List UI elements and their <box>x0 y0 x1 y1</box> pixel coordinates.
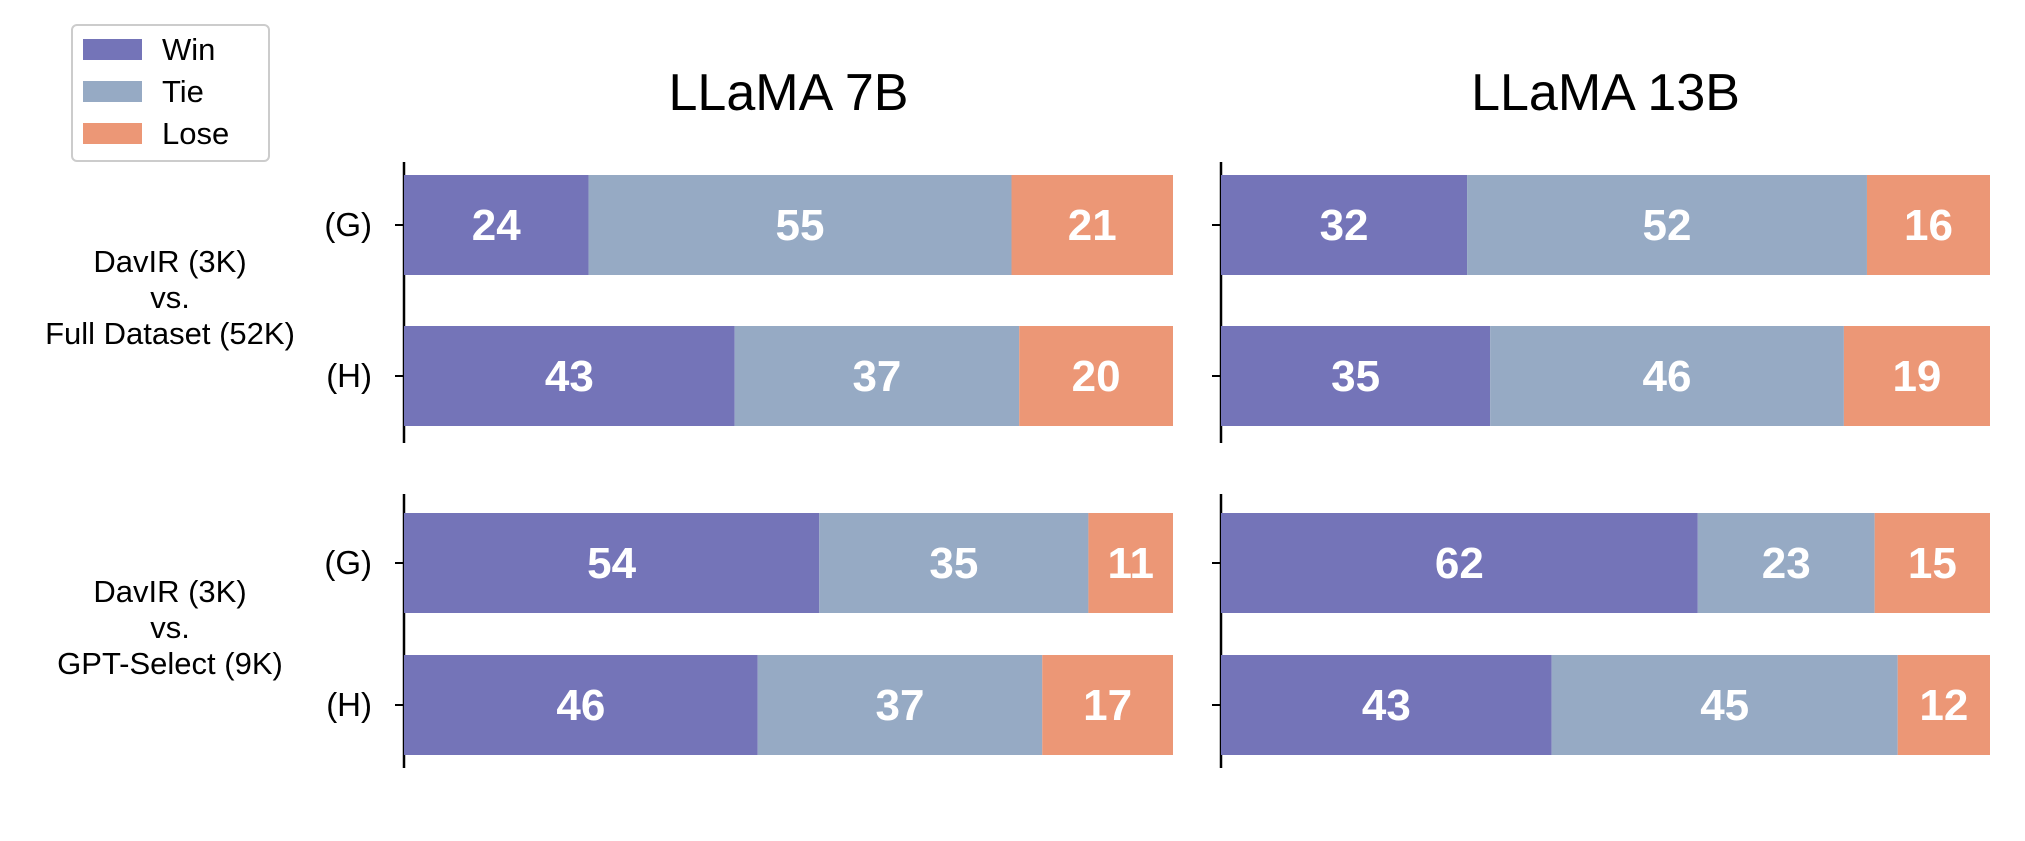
legend-label-tie: Tie <box>162 74 204 109</box>
legend-label-win: Win <box>162 32 215 67</box>
group-label-line: DavIR (3K) <box>93 244 246 279</box>
data-label-lose: 11 <box>1107 539 1154 588</box>
group-label-line: Full Dataset (52K) <box>45 316 295 351</box>
bar-lose <box>1019 326 1173 426</box>
bar-tie <box>1697 513 1875 613</box>
data-label-tie: 37 <box>876 681 925 730</box>
row-label: (H) <box>326 357 372 394</box>
data-label-lose: 20 <box>1072 352 1121 401</box>
data-label-tie: 37 <box>852 352 901 401</box>
data-label-lose: 16 <box>1904 201 1953 250</box>
bar-win <box>404 655 758 755</box>
data-label-win: 62 <box>1435 539 1484 588</box>
bar-tie <box>588 175 1012 275</box>
legend-label-lose: Lose <box>162 116 229 151</box>
data-label-win: 46 <box>556 681 605 730</box>
data-label-lose: 15 <box>1908 539 1957 588</box>
legend-swatch-win <box>83 39 142 60</box>
panel-title-llama-13b: LLaMA 13B <box>1471 64 1740 122</box>
bar-tie <box>757 655 1043 755</box>
data-label-tie: 55 <box>776 201 825 250</box>
bar-lose <box>1042 655 1173 755</box>
group-label-line: GPT-Select (9K) <box>57 646 283 681</box>
y-axis-labels: (G)(H)DavIR (3K)vs.Full Dataset (52K)(G)… <box>45 206 372 723</box>
bar-tie <box>734 326 1020 426</box>
row-label: (H) <box>326 686 372 723</box>
bar-win <box>1221 326 1491 426</box>
bar-win <box>404 513 820 613</box>
bar-lose <box>1011 175 1173 275</box>
bar-lose <box>1088 513 1173 613</box>
data-label-tie: 52 <box>1643 201 1692 250</box>
group-label-line: DavIR (3K) <box>93 574 246 609</box>
data-label-win: 24 <box>472 201 521 250</box>
bar-tie <box>1467 175 1867 275</box>
bar-tie <box>819 513 1089 613</box>
bars: 24 55 21 43 37 20 54 35 11 46 37 17 32 52 16 35 46 19 62 23… <box>404 175 1990 755</box>
data-label-tie: 45 <box>1700 681 1749 730</box>
bar-tie <box>1551 655 1898 755</box>
legend: Win Tie Lose <box>71 24 270 162</box>
bar-lose <box>1866 175 1990 275</box>
data-label-win: 43 <box>1362 681 1411 730</box>
legend-swatch-lose <box>83 123 142 144</box>
bar-win <box>1221 175 1468 275</box>
bar-win <box>1221 655 1552 755</box>
data-label-lose: 21 <box>1068 201 1117 250</box>
bar-lose <box>1897 655 1990 755</box>
panel-titles: LLaMA 7B LLaMA 13B <box>669 64 1740 122</box>
data-label-win: 32 <box>1320 201 1369 250</box>
bar-lose <box>1874 513 1990 613</box>
data-label-lose: 12 <box>1919 681 1968 730</box>
legend-swatch-tie <box>83 81 142 102</box>
panel-title-llama-7b: LLaMA 7B <box>669 64 909 122</box>
group-label-line: vs. <box>150 610 190 645</box>
data-label-win: 54 <box>587 539 636 588</box>
data-label-win: 35 <box>1331 352 1380 401</box>
bar-win <box>1221 513 1698 613</box>
data-label-tie: 23 <box>1762 539 1811 588</box>
bar-win <box>404 175 589 275</box>
bar-lose <box>1843 326 1990 426</box>
data-label-lose: 17 <box>1083 681 1132 730</box>
data-label-tie: 35 <box>929 539 978 588</box>
data-label-lose: 19 <box>1892 352 1941 401</box>
data-label-tie: 46 <box>1643 352 1692 401</box>
group-label-line: vs. <box>150 280 190 315</box>
row-label: (G) <box>324 544 372 581</box>
data-label-win: 43 <box>545 352 594 401</box>
row-label: (G) <box>324 206 372 243</box>
bar-tie <box>1490 326 1844 426</box>
bar-win <box>404 326 735 426</box>
